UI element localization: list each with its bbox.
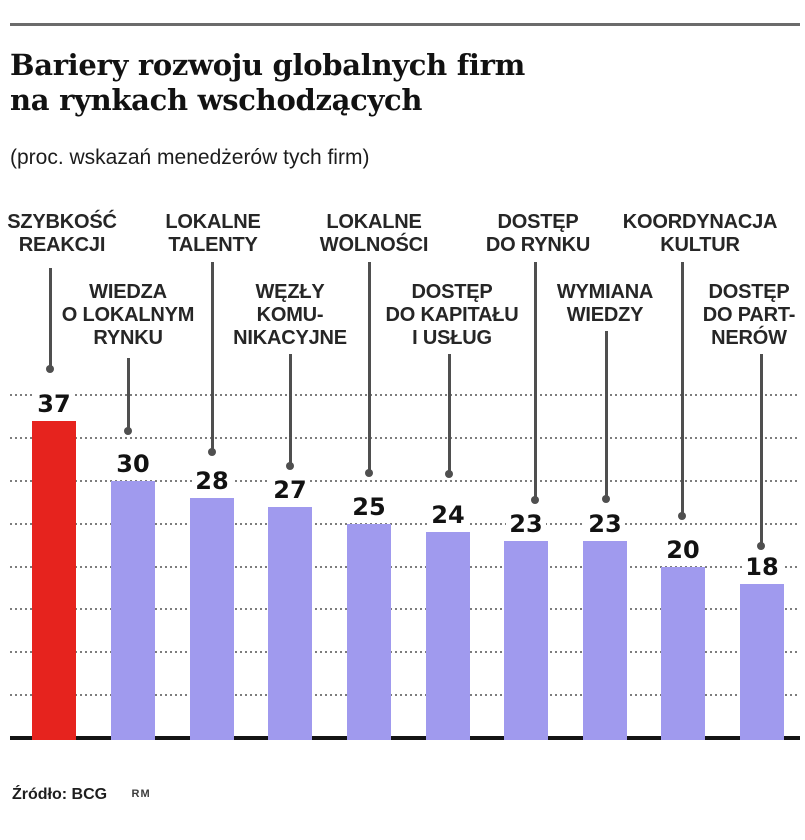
- top-rule: [10, 23, 800, 26]
- bar-label-line: DOSTĘP: [708, 281, 790, 303]
- gridline-5: [10, 694, 800, 697]
- gridline-35: [10, 437, 800, 440]
- bar-label-line: KOMU-: [256, 304, 324, 326]
- bar-label-lokalne-wolności: LOKALNE WOLNOŚCI: [274, 211, 474, 257]
- bar-label-lokalne-talenty: LOKALNE TALENTY: [113, 211, 313, 257]
- bar-label-line: DO KAPITAŁU: [385, 304, 519, 326]
- callout-dot-wiedza-o-lokalnym-rynku: [124, 427, 132, 435]
- bar-wymiana-wiedzy: [583, 540, 627, 740]
- bar-label-line: LOKALNE: [326, 211, 422, 233]
- callout-line-szybkość-reakcji: [48, 268, 52, 369]
- bar-lokalne-wolności: [347, 523, 391, 740]
- bar-value-wymiana-wiedzy: 23: [560, 509, 650, 538]
- bar-label-line: WIEDZY: [566, 304, 644, 326]
- gridline-30: [10, 479, 800, 482]
- callout-dot-koordynacja-kultur: [678, 512, 686, 520]
- callout-dot-dostęp-do-rynku: [531, 496, 539, 504]
- bar-label-węzły-komunikacyjne: WĘZŁY KOMU- NIKACYJNE: [190, 281, 390, 350]
- bar-label-dostęp-do-partnerów: DOSTĘP DO PART- NERÓW: [649, 281, 805, 350]
- chart-title: Bariery rozwoju globalnych firm na rynka…: [10, 48, 525, 118]
- bar-value-koordynacja-kultur: 20: [638, 535, 728, 564]
- bar-value-dostęp-do-kapitału-i-usług: 24: [403, 501, 493, 530]
- bar-label-line: LOKALNE: [165, 211, 261, 233]
- bar-label-line: SZYBKOŚĆ: [7, 211, 117, 233]
- bar-label-line: KULTUR: [660, 234, 740, 256]
- bar-label-wymiana-wiedzy: WYMIANA WIEDZY: [505, 281, 705, 327]
- bar-dostęp-do-kapitału-i-usług: [426, 532, 470, 740]
- bar-value-dostęp-do-rynku: 23: [481, 509, 571, 538]
- bar-label-dostęp-do-kapitału-i-usług: DOSTĘP DO KAPITAŁU I USŁUG: [352, 281, 552, 350]
- bar-label-line: WĘZŁY: [255, 281, 325, 303]
- callout-dot-szybkość-reakcji: [46, 365, 54, 373]
- credit-text: RM: [131, 788, 151, 800]
- callout-line-dostęp-do-kapitału-i-usług: [447, 354, 451, 474]
- callout-dot-dostęp-do-partnerów: [757, 542, 765, 550]
- bar-label-line: TALENTY: [168, 234, 258, 256]
- bar-label-koordynacja-kultur: KOORDYNACJA KULTUR: [600, 211, 800, 257]
- bar-label-szybkość-reakcji: SZYBKOŚĆ REAKCJI: [0, 211, 162, 257]
- bar-label-line: DOSTĘP: [411, 281, 493, 303]
- callout-dot-węzły-komunikacyjne: [286, 462, 294, 470]
- bar-label-line: I USŁUG: [412, 327, 492, 349]
- callout-line-koordynacja-kultur: [680, 262, 684, 516]
- bar-value-lokalne-talenty: 28: [167, 467, 257, 496]
- callout-dot-lokalne-talenty: [208, 448, 216, 456]
- gridline-40: [10, 394, 800, 397]
- callout-line-wymiana-wiedzy: [604, 331, 608, 499]
- bar-value-węzły-komunikacyjne: 27: [245, 475, 335, 504]
- bar-label-dostęp-do-rynku: DOSTĘP DO RYNKU: [438, 211, 638, 257]
- bar-label-line: WYMIANA: [556, 281, 654, 303]
- callout-line-dostęp-do-rynku: [533, 262, 537, 500]
- x-axis-line: [10, 736, 800, 740]
- callout-line-węzły-komunikacyjne: [288, 354, 292, 466]
- source-text: Źródło: BCG: [12, 786, 108, 803]
- callout-line-wiedza-o-lokalnym-rynku: [126, 358, 130, 431]
- bar-label-line: WOLNOŚCI: [319, 234, 429, 256]
- bar-label-line: DO PART-: [702, 304, 796, 326]
- gridline-15: [10, 608, 800, 611]
- bar-lokalne-talenty: [190, 498, 234, 740]
- chart-subtitle: (proc. wskazań menedżerów tych firm): [10, 146, 370, 169]
- bar-value-dostęp-do-partnerów: 18: [717, 552, 805, 581]
- bar-węzły-komunikacyjne: [268, 506, 312, 740]
- bar-wiedza-o-lokalnym-rynku: [111, 480, 155, 740]
- bar-value-szybkość-reakcji: 37: [9, 389, 99, 418]
- callout-dot-lokalne-wolności: [365, 469, 373, 477]
- bar-dostęp-do-rynku: [504, 540, 548, 740]
- bar-label-wiedza-o-lokalnym-rynku: WIEDZA O LOKALNYM RYNKU: [28, 281, 228, 350]
- chart-title-line1: Bariery rozwoju globalnych firm: [10, 48, 525, 82]
- gridline-25: [10, 522, 800, 525]
- bar-label-line: REAKCJI: [18, 234, 106, 256]
- gridline-20: [10, 565, 800, 568]
- bar-label-line: O LOKALNYM: [61, 304, 195, 326]
- bar-dostęp-do-partnerów: [740, 583, 784, 740]
- bar-koordynacja-kultur: [661, 566, 705, 740]
- bar-value-lokalne-wolności: 25: [324, 492, 414, 521]
- bar-label-line: DOSTĘP: [497, 211, 579, 233]
- callout-line-lokalne-talenty: [210, 262, 214, 452]
- callout-line-lokalne-wolności: [367, 262, 371, 473]
- bar-label-line: NERÓW: [711, 327, 787, 349]
- callout-dot-wymiana-wiedzy: [602, 495, 610, 503]
- bar-label-line: WIEDZA: [89, 281, 167, 303]
- bar-label-line: KOORDYNACJA: [622, 211, 778, 233]
- source-line: Źródło: BCG RM: [12, 786, 151, 804]
- bar-label-line: DO RYNKU: [485, 234, 591, 256]
- callout-line-dostęp-do-partnerów: [759, 354, 763, 546]
- bar-label-line: NIKACYJNE: [233, 327, 347, 349]
- bar-value-wiedza-o-lokalnym-rynku: 30: [88, 449, 178, 478]
- callout-dot-dostęp-do-kapitału-i-usług: [445, 470, 453, 478]
- chart-title-line2: na rynkach wschodzących: [10, 83, 423, 117]
- bar-label-line: RYNKU: [93, 327, 163, 349]
- bar-szybkość-reakcji: [32, 420, 76, 740]
- gridline-10: [10, 651, 800, 654]
